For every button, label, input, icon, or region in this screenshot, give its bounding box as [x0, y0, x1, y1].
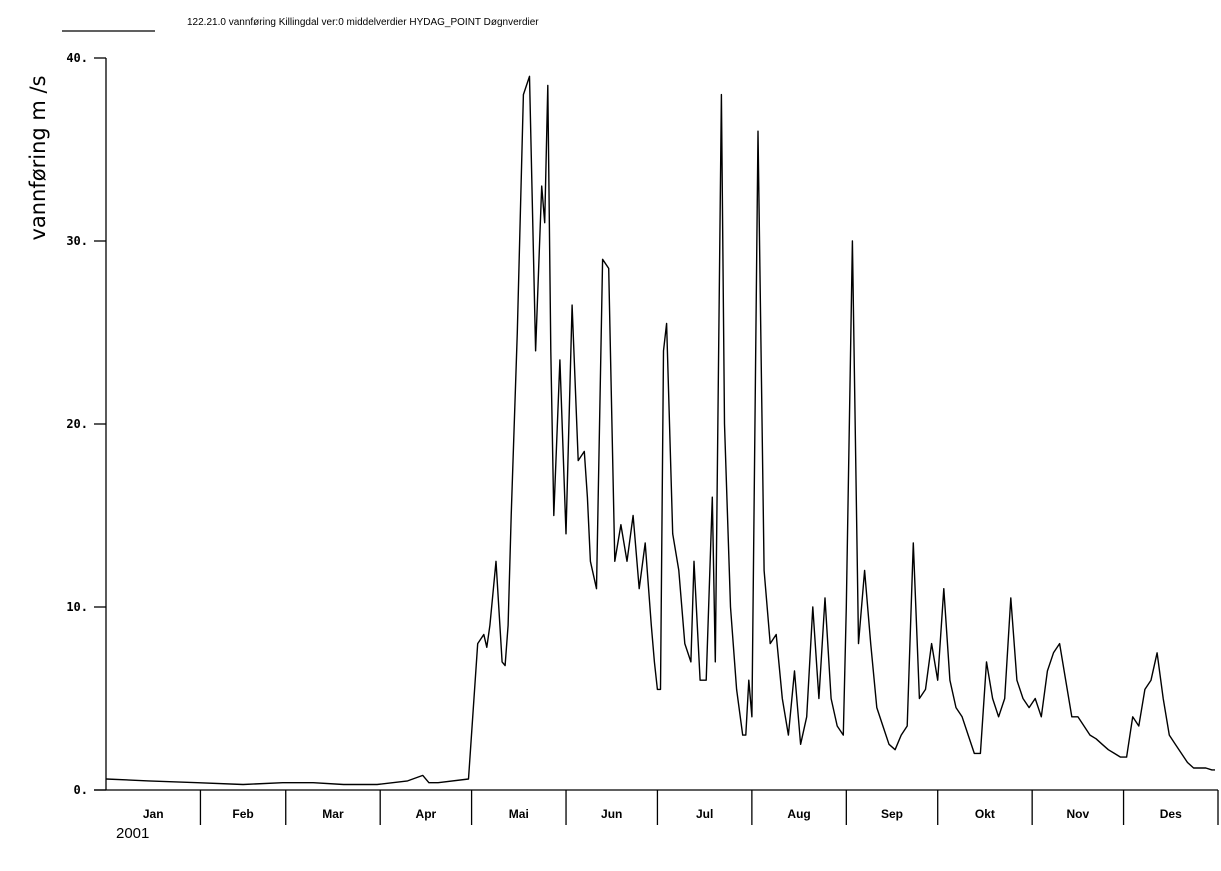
x-month-label: Okt	[975, 807, 995, 821]
x-month-label: Jan	[143, 807, 164, 821]
series-group	[105, 75, 1215, 786]
x-ticks: Jan Feb Mar Apr Mai Jun Jul Aug Sep Okt Nov Des	[143, 790, 1219, 825]
y-ticks: 0. 10. 20. 30. 40.	[66, 51, 106, 797]
chart-title: 122.21.0 vannføring Killingdal ver:0 mid…	[187, 17, 539, 28]
x-month-label: Des	[1160, 807, 1182, 821]
x-month-label: Aug	[787, 807, 810, 821]
series-line-0	[105, 75, 1215, 786]
y-tick-label: 20.	[66, 417, 88, 431]
legend: 122.21.0 vannføring Killingdal ver:0 mid…	[62, 17, 539, 32]
x-month-label: Feb	[232, 807, 253, 821]
x-month-label: Mar	[322, 807, 344, 821]
x-month-label: Sep	[881, 807, 903, 821]
x-month-label: Jul	[696, 807, 713, 821]
x-month-label: Nov	[1067, 807, 1090, 821]
x-month-label: Apr	[416, 807, 437, 821]
x-month-label: Mai	[509, 807, 529, 821]
x-month-label: Jun	[601, 807, 622, 821]
y-tick-label: 40.	[66, 51, 88, 65]
year-label: 2001	[116, 825, 149, 842]
y-tick-label: 30.	[66, 234, 88, 248]
y-tick-label: 0.	[74, 783, 88, 797]
y-axis-label: vannføring m /s	[26, 75, 50, 240]
y-tick-label: 10.	[66, 600, 88, 614]
